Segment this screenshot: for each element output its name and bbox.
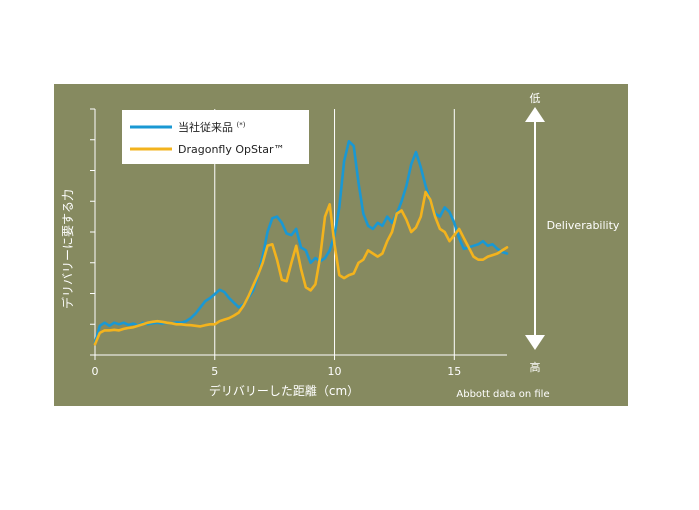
series-lines [93, 140, 509, 346]
line-chart: 0 5 10 15 デリバリーした距離（cm） デリバリーに要する力 当社従来品 (*… [54, 84, 628, 406]
x-axis-title: デリバリーした距離（cm） [209, 383, 359, 398]
deliverability-scale: 低 高 Deliverability [525, 92, 620, 374]
legend-box [122, 110, 309, 164]
x-tick-label: 15 [447, 365, 461, 378]
scale-title: Deliverability [547, 219, 620, 232]
legend: 当社従来品 (*) Dragonfly OpStar™ [122, 110, 309, 164]
axes [90, 108, 507, 360]
arrow-down-icon [525, 335, 545, 350]
x-tick-label: 10 [328, 365, 342, 378]
arrow-up-icon [525, 107, 545, 122]
scale-label-high: 高 [530, 360, 541, 374]
x-tick-label: 5 [211, 365, 218, 378]
x-tick-label: 0 [92, 365, 99, 378]
legend-label-dragonfly: Dragonfly OpStar™ [178, 143, 285, 156]
y-axis-title: デリバリーに要する力 [60, 189, 75, 309]
legend-footnote-mark: (*) [237, 121, 246, 129]
data-source-note: Abbott data on file [456, 389, 549, 400]
series-line-dragonfly [93, 190, 509, 346]
x-tick-labels: 0 5 10 15 [92, 365, 462, 378]
legend-label-conventional: 当社従来品 (*) [178, 120, 246, 134]
scale-label-low: 低 [530, 92, 541, 105]
chart-panel: 0 5 10 15 デリバリーした距離（cm） デリバリーに要する力 当社従来品 (*… [54, 84, 628, 406]
